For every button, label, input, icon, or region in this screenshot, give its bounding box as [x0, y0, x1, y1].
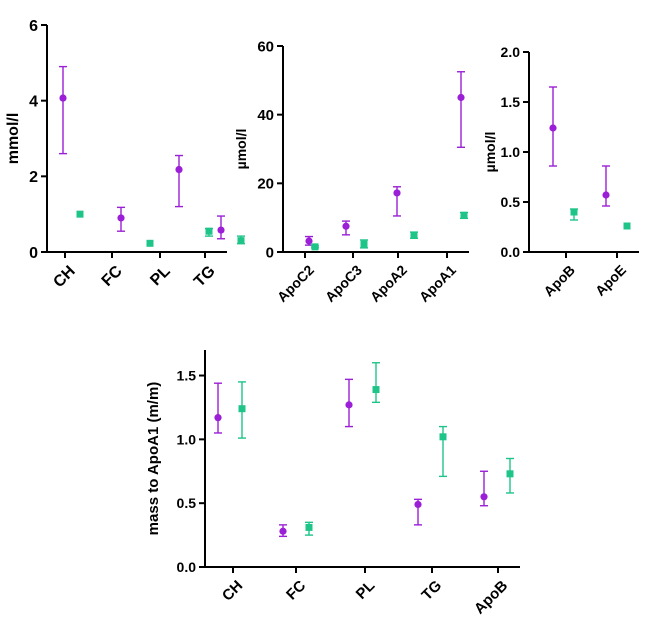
data-point-series1: [117, 214, 125, 222]
y-tick-label: 1.0: [501, 144, 521, 160]
x-tick-label: ApoB: [540, 262, 578, 300]
data-point-series1: [342, 222, 350, 230]
data-point-series2: [205, 227, 213, 235]
y-tick-label: 40: [257, 107, 274, 124]
y-tick-label: 0: [29, 245, 38, 262]
x-tick-label: PL: [147, 263, 174, 290]
data-point-series2: [439, 433, 447, 441]
data-point-series1: [393, 189, 401, 197]
x-tick-label: FC: [283, 577, 309, 603]
data-point-series2: [460, 211, 468, 219]
y-tick-label: 2: [29, 169, 38, 186]
y-tick-label: 60: [257, 38, 274, 55]
y-tick-label: 1.0: [177, 431, 197, 447]
data-point-series2: [76, 210, 84, 218]
chart-4: 0.0 0.5 1.0 1.5 mass to ApoA1 (m/m) CH FC PL TG A…: [145, 350, 520, 618]
x-tick-label: CH: [219, 577, 246, 604]
data-point-series1: [602, 191, 610, 199]
y-tick-label: 0.5: [177, 495, 197, 511]
x-tick-label: ApoC2: [274, 262, 317, 305]
data-point-series2: [623, 222, 631, 230]
data-point-series1: [549, 124, 557, 132]
x-tick-label: CH: [50, 263, 78, 291]
y-tick-label: 0.0: [177, 559, 197, 575]
data-point-series1: [59, 94, 67, 102]
x-tick-label: TG: [418, 577, 445, 604]
data-point-series2: [360, 240, 368, 248]
data-point-series1: [175, 165, 183, 174]
x-tick-label: ApoA1: [416, 262, 459, 305]
y-tick-label: 2.0: [501, 44, 521, 60]
data-point-series1: [457, 93, 465, 102]
x-tick-label: ApoB: [471, 577, 511, 617]
y-tick-label: 6: [29, 18, 38, 35]
x-tick-label: TG: [191, 263, 219, 291]
x-tick-label: ApoA2: [367, 262, 410, 305]
y-axis-title: µmol/l: [233, 129, 249, 170]
x-tick-label: PL: [353, 577, 379, 603]
y-tick-label: 4: [29, 93, 38, 110]
data-point-series1: [279, 527, 287, 535]
data-point-series2: [146, 239, 154, 247]
y-tick-label: 0.0: [501, 244, 521, 260]
data-point-series1: [480, 493, 488, 501]
y-axis-title: µmol/l: [482, 132, 498, 173]
data-point-series2: [305, 523, 313, 531]
data-point-series2: [372, 386, 380, 394]
chart-1: 0 2 4 6 mmol/l CH FC PL TG: [5, 18, 245, 291]
y-tick-label: 20: [257, 176, 274, 193]
data-point-series2: [570, 208, 578, 216]
y-axis-title: mmol/l: [5, 113, 22, 165]
x-tick-label: FC: [99, 262, 126, 289]
y-tick-label: 1.5: [501, 94, 521, 110]
data-point-series1: [305, 237, 313, 245]
data-point-series1: [217, 226, 225, 234]
x-tick-label: ApoC3: [322, 262, 365, 305]
y-tick-label: 0.5: [501, 194, 521, 210]
data-point-series2: [410, 232, 418, 240]
chart-2: 0 20 40 60 µmol/l ApoC2 ApoC3 ApoA2 ApoA1: [233, 38, 469, 305]
x-tick-label: ApoE: [592, 262, 629, 299]
data-point-series2: [238, 405, 246, 413]
data-point-series1: [414, 500, 422, 509]
chart-3: 0.0 0.5 1.0 1.5 2.0 µmol/l ApoB ApoE: [482, 44, 639, 299]
y-tick-label: 0: [266, 244, 274, 261]
y-tick-label: 1.5: [177, 368, 197, 384]
data-point-series2: [311, 243, 319, 251]
data-point-series2: [237, 237, 245, 245]
data-point-series1: [345, 401, 353, 409]
data-point-series2: [506, 470, 514, 478]
y-axis-title: mass to ApoA1 (m/m): [145, 382, 162, 536]
data-point-series1: [214, 414, 222, 422]
